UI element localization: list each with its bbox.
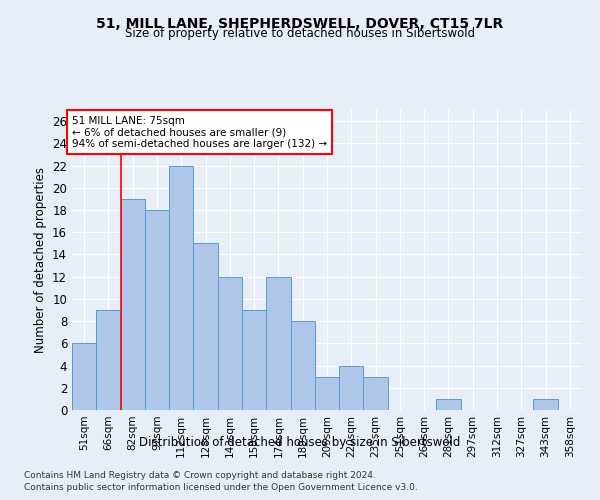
- Y-axis label: Number of detached properties: Number of detached properties: [34, 167, 47, 353]
- Bar: [96, 310, 121, 410]
- Text: Contains HM Land Registry data © Crown copyright and database right 2024.: Contains HM Land Registry data © Crown c…: [24, 471, 376, 480]
- Text: 51 MILL LANE: 75sqm
← 6% of detached houses are smaller (9)
94% of semi-detached: 51 MILL LANE: 75sqm ← 6% of detached hou…: [72, 116, 327, 149]
- Bar: [533, 399, 558, 410]
- Bar: [145, 210, 169, 410]
- Bar: [169, 166, 193, 410]
- Text: Size of property relative to detached houses in Sibertswold: Size of property relative to detached ho…: [125, 28, 475, 40]
- Bar: [339, 366, 364, 410]
- Bar: [193, 244, 218, 410]
- Text: Contains public sector information licensed under the Open Government Licence v3: Contains public sector information licen…: [24, 484, 418, 492]
- Bar: [121, 199, 145, 410]
- Bar: [315, 376, 339, 410]
- Text: 51, MILL LANE, SHEPHERDSWELL, DOVER, CT15 7LR: 51, MILL LANE, SHEPHERDSWELL, DOVER, CT1…: [97, 18, 503, 32]
- Bar: [72, 344, 96, 410]
- Bar: [364, 376, 388, 410]
- Bar: [218, 276, 242, 410]
- Bar: [290, 321, 315, 410]
- Bar: [266, 276, 290, 410]
- Bar: [436, 399, 461, 410]
- Text: Distribution of detached houses by size in Sibertswold: Distribution of detached houses by size …: [139, 436, 461, 449]
- Bar: [242, 310, 266, 410]
